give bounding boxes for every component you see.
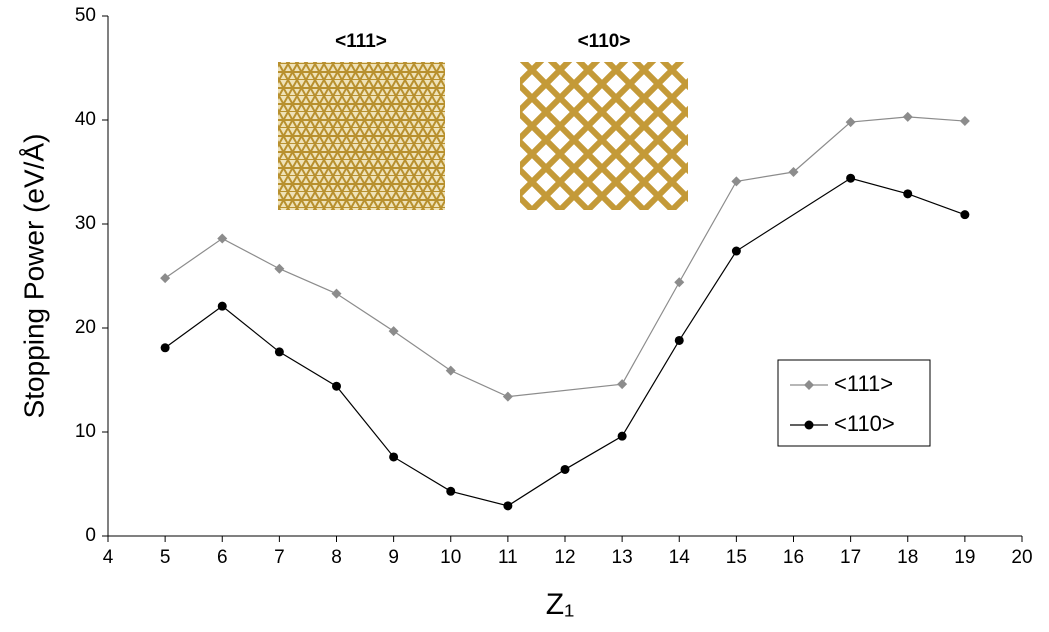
point xyxy=(161,343,170,352)
y-tick-label: 30 xyxy=(75,213,96,234)
legend-label: <111> xyxy=(834,371,893,396)
x-tick-label: 15 xyxy=(726,547,747,568)
point xyxy=(218,302,227,311)
legend-label: <110> xyxy=(834,411,895,436)
point xyxy=(503,392,513,402)
point xyxy=(674,277,684,287)
point xyxy=(275,347,284,356)
x-tick-label: 6 xyxy=(217,547,228,568)
x-tick-label: 19 xyxy=(954,547,975,568)
x-tick-label: 7 xyxy=(274,547,285,568)
x-tick-label: 14 xyxy=(669,547,691,568)
x-tick-label: 18 xyxy=(897,547,918,568)
inset-label: <110> xyxy=(578,31,631,52)
point xyxy=(332,382,341,391)
point xyxy=(446,366,456,376)
point xyxy=(274,264,284,274)
point xyxy=(846,174,855,183)
point xyxy=(732,247,741,256)
point xyxy=(160,273,170,283)
x-tick-label: 10 xyxy=(440,547,461,568)
x-tick-label: 5 xyxy=(160,547,171,568)
x-tick-label: 8 xyxy=(331,547,342,568)
x-tick-label: 11 xyxy=(498,547,518,568)
inset-111 xyxy=(278,62,445,210)
y-tick-label: 40 xyxy=(75,109,96,130)
x-tick-label: 12 xyxy=(554,547,575,568)
x-tick-label: 13 xyxy=(612,547,633,568)
x-tick-label: 20 xyxy=(1011,547,1032,568)
x-tick-label: 17 xyxy=(840,547,861,568)
point xyxy=(446,487,455,496)
point xyxy=(960,116,970,126)
point xyxy=(561,465,570,474)
series-line xyxy=(165,178,965,506)
point xyxy=(389,452,398,461)
point xyxy=(805,421,814,430)
point xyxy=(618,432,627,441)
y-axis-label: Stopping Power (eV/Å) xyxy=(18,134,49,419)
x-tick-label: 16 xyxy=(783,547,804,568)
inset-label: <111> xyxy=(335,31,387,52)
inset-110 xyxy=(520,62,688,210)
point xyxy=(617,379,627,389)
point xyxy=(903,189,912,198)
point xyxy=(332,289,342,299)
x-tick-label: 9 xyxy=(388,547,399,568)
y-tick-label: 0 xyxy=(85,525,96,546)
chart: <111> <110> Z₁ Stopping Power (eV/Å) 0 10… xyxy=(0,0,1049,632)
y-tick-label: 20 xyxy=(75,317,96,338)
y-tick-label: 10 xyxy=(75,421,96,442)
point xyxy=(217,234,227,244)
point xyxy=(903,112,913,122)
point xyxy=(389,326,399,336)
point xyxy=(731,176,741,186)
y-tick-label: 50 xyxy=(75,5,96,26)
point xyxy=(960,210,969,219)
point xyxy=(675,336,684,345)
point xyxy=(503,501,512,510)
x-axis-label: Z₁ xyxy=(546,588,574,621)
x-tick-label: 4 xyxy=(103,547,114,568)
